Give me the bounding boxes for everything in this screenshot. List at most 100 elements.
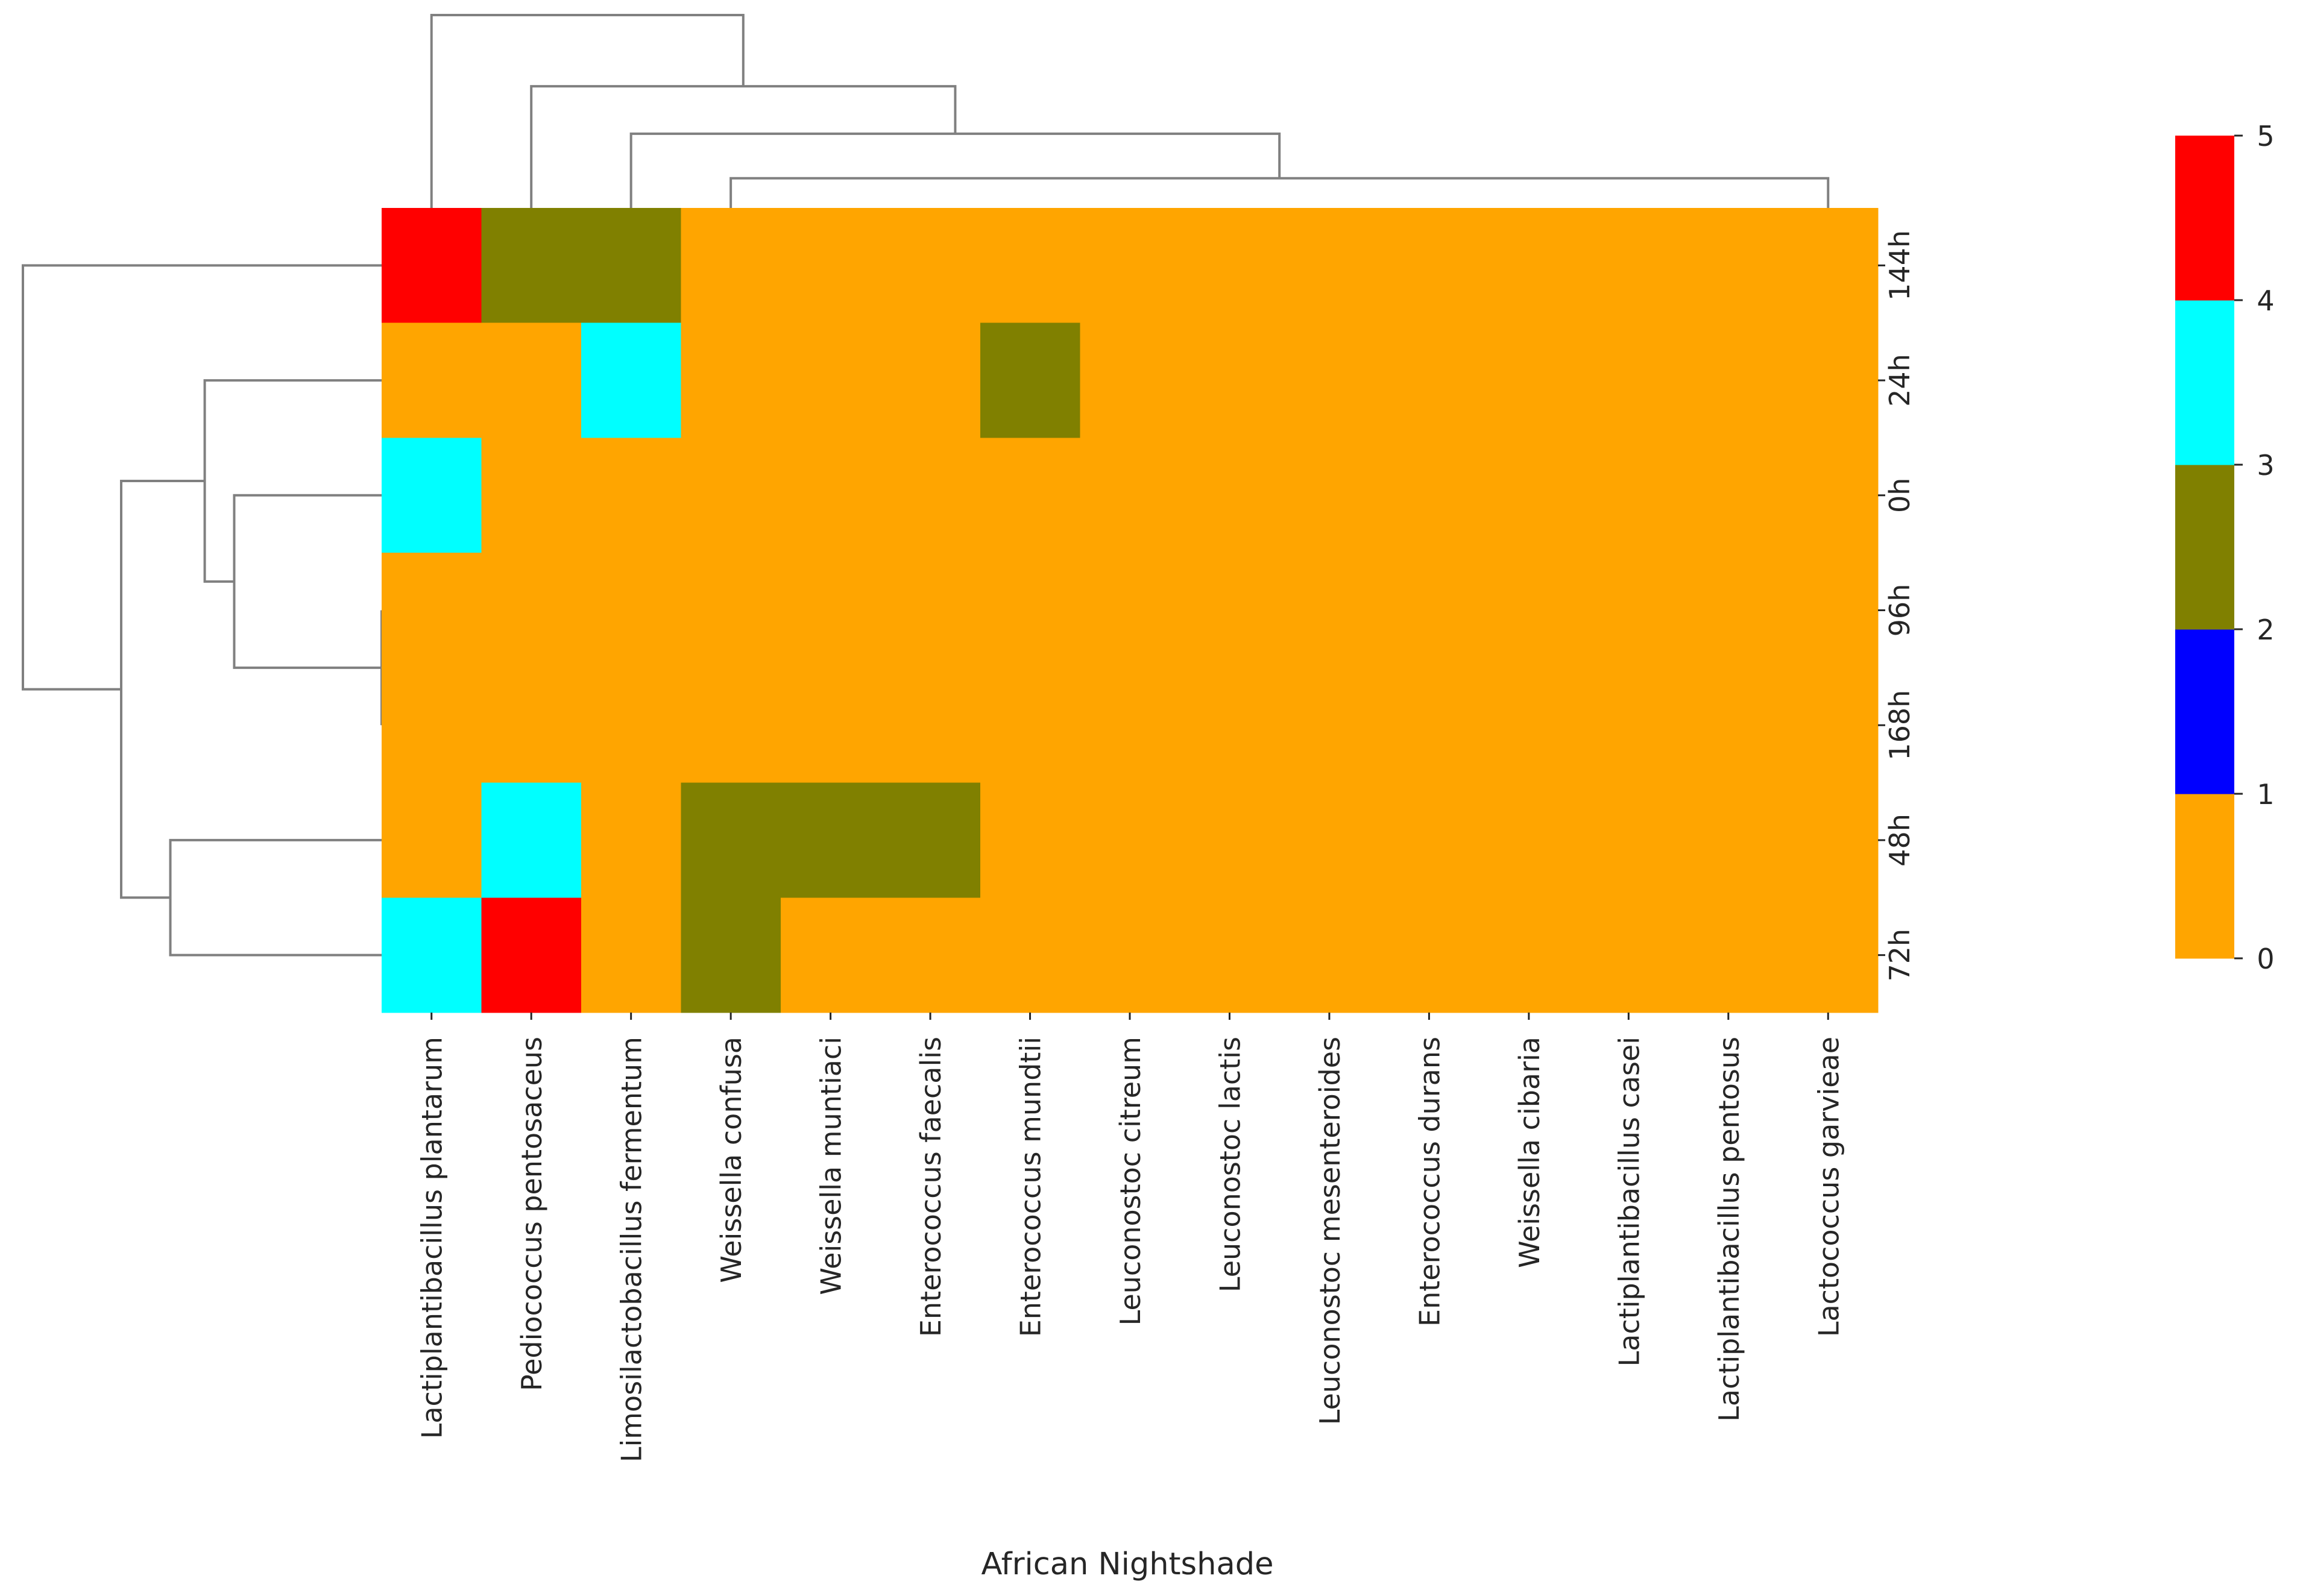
- row-label: 72h: [1883, 929, 1916, 982]
- heatmap-cell: [681, 782, 781, 898]
- heatmap-cell: [1080, 897, 1180, 1013]
- heatmap-cell: [681, 897, 781, 1013]
- heatmap-cell: [1678, 667, 1779, 784]
- heatmap-cell: [581, 667, 681, 784]
- heatmap-cell: [581, 553, 681, 668]
- column-label: Lactiplantibacillus casei: [1613, 1037, 1645, 1366]
- column-label: Pediococcus pentosaceus: [515, 1037, 548, 1391]
- heatmap-cell: [1678, 208, 1779, 324]
- heatmap-cell: [880, 897, 981, 1013]
- heatmap-cell: [1578, 438, 1679, 553]
- heatmap-cell: [1379, 438, 1479, 553]
- heatmap-cell: [1179, 438, 1280, 553]
- heatmap-cell: [1279, 782, 1380, 898]
- heatmap-cell: [382, 208, 482, 324]
- row-dendrogram-branch: [169, 838, 382, 957]
- row-label: 168h: [1883, 690, 1916, 761]
- heatmap-cell: [1578, 322, 1679, 439]
- column-dendrogram-branch: [629, 132, 1281, 208]
- heatmap-cell: [1578, 782, 1679, 898]
- column-dendrogram-branch: [530, 85, 957, 208]
- heatmap-cell: [481, 553, 582, 668]
- heatmap-cell: [481, 782, 582, 898]
- column-label: Enterococcus mundtii: [1015, 1037, 1047, 1337]
- heatmap-cell: [481, 322, 582, 439]
- colorbar-tick-label: 3: [2257, 449, 2274, 482]
- heatmap-cell: [1080, 782, 1180, 898]
- heatmap-cell: [1279, 553, 1380, 668]
- heatmap-cell: [980, 667, 1080, 784]
- heatmap-cell: [1778, 438, 1879, 553]
- heatmap-cell: [1080, 322, 1180, 439]
- heatmap-cell: [1080, 438, 1180, 553]
- heatmap-cell: [382, 322, 482, 439]
- heatmap-cell: [1479, 322, 1580, 439]
- heatmap-cell: [581, 322, 681, 439]
- heatmap-cell: [1479, 667, 1580, 784]
- heatmap-cell: [1578, 667, 1679, 784]
- colorbar: 0 1 2 3 4 5: [2175, 120, 2275, 975]
- heatmap-cell: [1279, 667, 1380, 784]
- heatmap-cell: [780, 553, 881, 668]
- heatmap-cell: [1179, 897, 1280, 1013]
- heatmap-cell: [1479, 438, 1580, 553]
- heatmap-cell: [681, 667, 781, 784]
- heatmap-cell: [1279, 897, 1380, 1013]
- heatmap-cell: [1179, 553, 1280, 668]
- column-label: Enterococcus durans: [1413, 1037, 1446, 1327]
- colorbar-tick-label: 5: [2257, 120, 2274, 152]
- heatmap-cell: [980, 208, 1080, 324]
- heatmap-cell: [780, 667, 881, 784]
- heatmap-cell: [1279, 438, 1380, 553]
- row-dendrogram-branch: [120, 479, 205, 899]
- heatmap-cell: [880, 782, 981, 898]
- heatmap-cell: [382, 782, 482, 898]
- heatmap-cell: [780, 322, 881, 439]
- heatmap-cell: [1379, 667, 1479, 784]
- heatmap-cell: [1778, 667, 1879, 784]
- heatmap-cell: [880, 553, 981, 668]
- column-label: Weissella confusa: [715, 1037, 748, 1283]
- column-dendrogram-branch: [729, 177, 1830, 208]
- heatmap-cell: [481, 208, 582, 324]
- heatmap-cell: [581, 208, 681, 324]
- column-label: Weissella muntiaci: [815, 1037, 848, 1295]
- heatmap-cell: [481, 897, 582, 1013]
- colorbar-tick-label: 4: [2257, 284, 2274, 317]
- colorbar-tick-label: 1: [2257, 778, 2274, 811]
- column-label: Leuconostoc lactis: [1214, 1037, 1246, 1292]
- heatmap-cell: [1080, 208, 1180, 324]
- heatmap-cell: [1379, 782, 1479, 898]
- column-label: Leuconostoc citreum: [1114, 1037, 1147, 1325]
- colorbar-tick-label: 2: [2257, 614, 2274, 646]
- column-dendrogram: [430, 14, 1830, 208]
- column-label: Leuconostoc mesenteroides: [1314, 1037, 1346, 1425]
- row-dendrogram: [22, 264, 383, 957]
- column-dendrogram-branch: [430, 14, 745, 208]
- heatmap-cell: [780, 208, 881, 324]
- row-labels: 144h 24h 0h 96h 168h 48h 72h: [1878, 230, 1916, 982]
- heatmap-cell: [1379, 208, 1479, 324]
- heatmap-cell: [880, 438, 981, 553]
- heatmap-cell: [581, 438, 681, 553]
- heatmap-cell: [1179, 322, 1280, 439]
- heatmap-cell: [1080, 667, 1180, 784]
- heatmap-cell: [980, 553, 1080, 668]
- row-label: 0h: [1883, 478, 1916, 513]
- heatmap-cell: [382, 438, 482, 553]
- heatmap-cell: [1778, 782, 1879, 898]
- colorbar-segment: [2175, 300, 2234, 465]
- heatmap-cell: [980, 782, 1080, 898]
- heatmap-cell: [681, 208, 781, 324]
- heatmap-cell: [1179, 782, 1280, 898]
- column-label: Limosilactobacillus fermentum: [616, 1037, 648, 1462]
- heatmap-cell: [1479, 782, 1580, 898]
- heatmap-cell: [880, 208, 981, 324]
- heatmap-cell: [581, 897, 681, 1013]
- heatmap-cell: [1179, 667, 1280, 784]
- heatmap-cell: [1379, 897, 1479, 1013]
- heatmap-cell: [681, 438, 781, 553]
- row-label: 48h: [1883, 814, 1916, 867]
- column-label: Lactococcus garvieae: [1812, 1037, 1845, 1337]
